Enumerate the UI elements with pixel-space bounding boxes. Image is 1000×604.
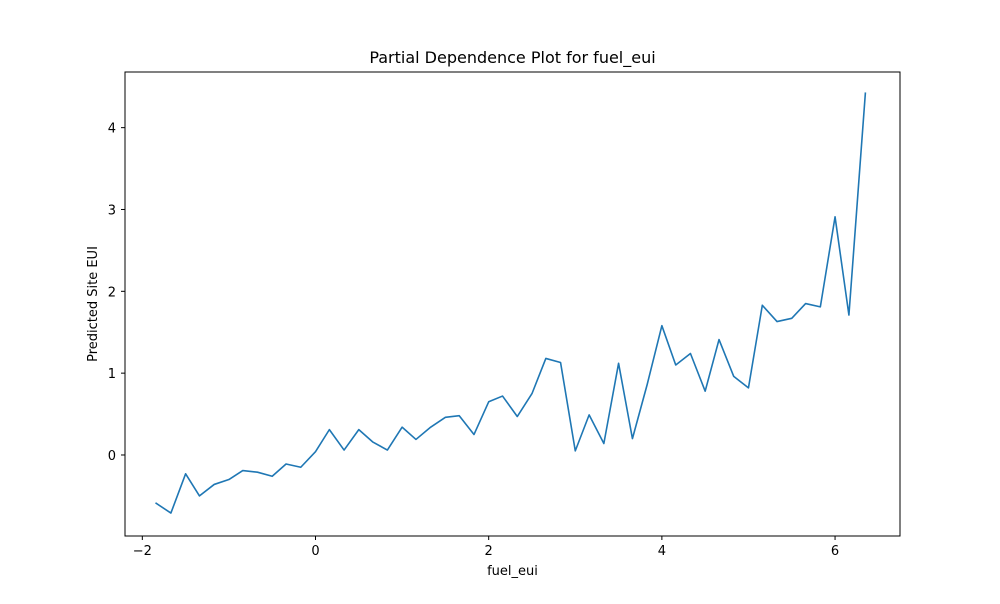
data-point — [718, 339, 720, 341]
data-point — [618, 363, 620, 365]
data-point — [661, 325, 663, 327]
data-point — [430, 426, 432, 428]
data-point — [387, 449, 389, 451]
x-tick-label: 2 — [485, 544, 493, 559]
data-point — [865, 92, 867, 94]
series-line-0 — [155, 92, 867, 514]
data-point — [155, 502, 157, 504]
data-point — [257, 471, 259, 473]
data-point — [329, 429, 331, 431]
data-point — [271, 475, 273, 477]
data-point — [445, 417, 447, 419]
data-point — [748, 387, 750, 389]
data-point — [646, 384, 648, 386]
data-point — [170, 512, 172, 514]
data-point — [185, 473, 187, 475]
data-point — [199, 495, 201, 497]
y-tick-label: 2 — [108, 285, 116, 300]
x-axis-label: fuel_eui — [487, 564, 538, 579]
data-point — [588, 414, 590, 416]
data-point — [632, 438, 634, 440]
data-point — [603, 443, 605, 445]
data-point — [213, 484, 215, 486]
data-point — [733, 376, 735, 378]
plot-layer — [155, 92, 867, 514]
data-point — [285, 463, 287, 465]
data-point — [675, 364, 677, 366]
data-point — [791, 318, 793, 320]
data-point — [300, 466, 302, 468]
data-point — [820, 306, 822, 308]
data-point — [574, 450, 576, 452]
data-point — [415, 439, 417, 441]
data-point — [488, 401, 490, 403]
y-axis-label: Predicted Site EUI — [86, 246, 101, 362]
data-point — [762, 304, 764, 306]
data-point — [315, 451, 317, 453]
data-point — [343, 449, 345, 451]
y-tick-label: 1 — [108, 367, 116, 382]
data-point — [228, 479, 230, 481]
y-tick-label: 3 — [108, 203, 116, 218]
axes-layer: −2 0 2 4 6 0 1 2 3 4 — [108, 122, 839, 559]
data-point — [834, 216, 836, 218]
data-point — [372, 441, 374, 443]
data-point — [473, 434, 475, 436]
data-point — [242, 470, 244, 472]
plot-frame — [124, 71, 901, 537]
chart-title: Partial Dependence Plot for fuel_eui — [369, 48, 655, 68]
data-point — [516, 416, 518, 418]
x-tick-label: −2 — [133, 544, 152, 559]
data-point — [560, 362, 562, 364]
x-tick-label: 0 — [311, 544, 319, 559]
data-point — [545, 358, 547, 360]
data-point — [848, 314, 850, 316]
data-point — [401, 426, 403, 428]
y-tick-label: 4 — [108, 122, 116, 137]
x-tick-label: 4 — [658, 544, 666, 559]
x-tick-label: 6 — [831, 544, 839, 559]
y-tick-label: 0 — [108, 449, 116, 464]
data-point — [690, 353, 692, 355]
data-point — [502, 395, 504, 397]
data-point — [531, 393, 533, 395]
data-point — [805, 303, 807, 305]
data-point — [358, 429, 360, 431]
data-point — [704, 390, 706, 392]
data-point — [458, 415, 460, 417]
data-point — [776, 321, 778, 323]
